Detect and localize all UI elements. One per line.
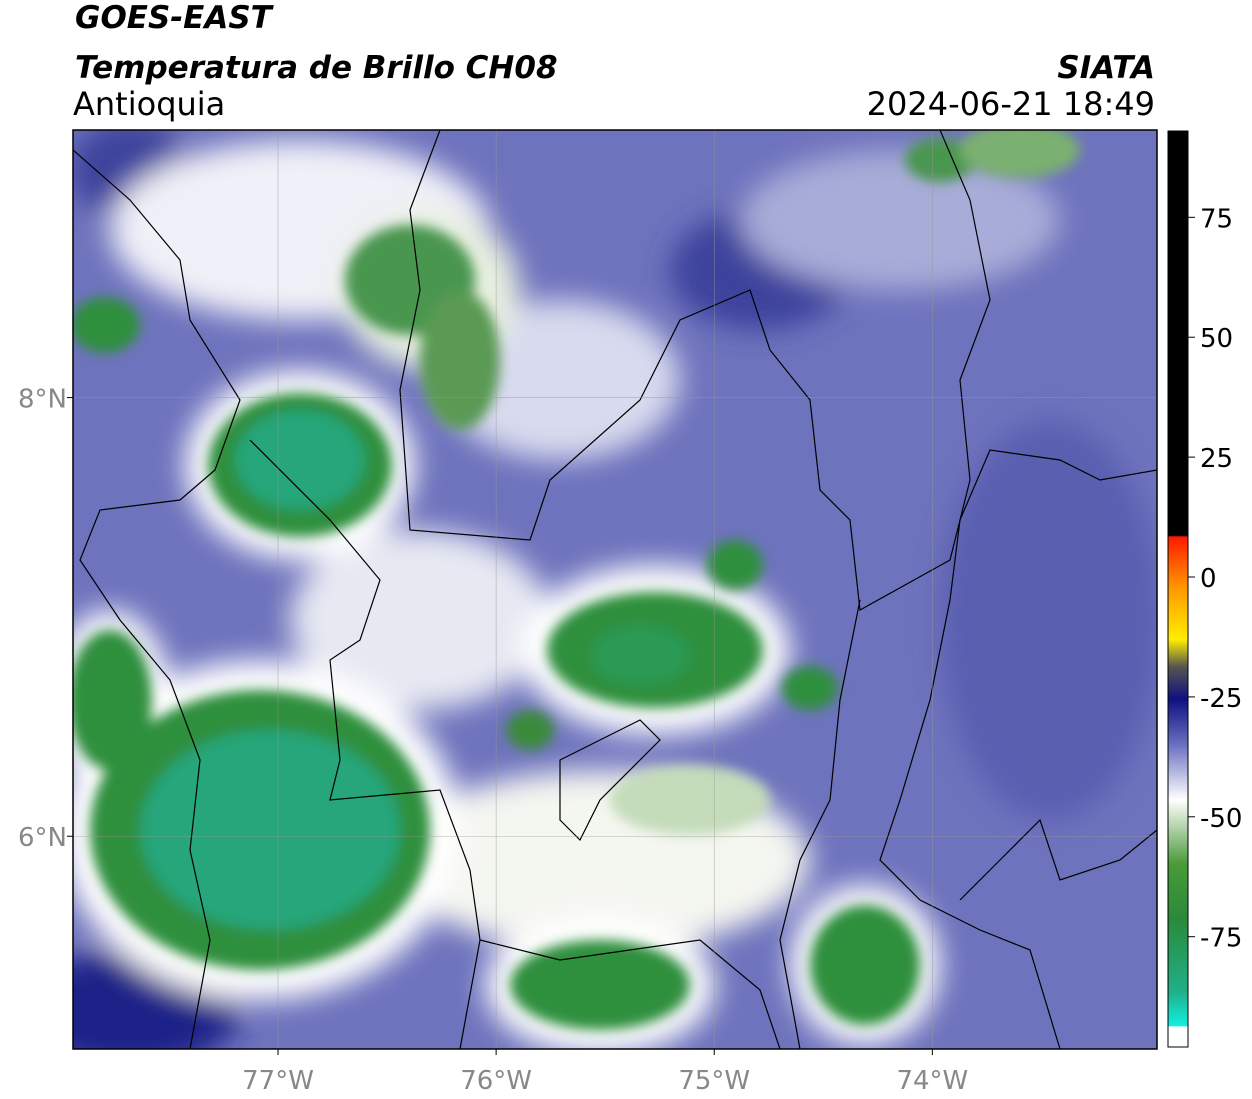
colorbar-label: -50 — [1200, 804, 1242, 834]
colorbar-label: 75 — [1200, 204, 1233, 234]
x-tick-label: 76°W — [460, 1066, 532, 1096]
colorbar-label: -75 — [1200, 924, 1242, 954]
map-frame — [72, 129, 1158, 1050]
x-tick-label: 75°W — [678, 1066, 750, 1096]
x-tick-label: 77°W — [242, 1066, 314, 1096]
subtitle: Temperatura de Brillo CH08 — [75, 50, 558, 86]
colorbar — [1167, 130, 1189, 1048]
colorbar-label: 50 — [1200, 324, 1233, 354]
y-tick-label: 8°N — [18, 385, 67, 415]
colorbar-label: 0 — [1200, 564, 1217, 594]
y-tick-label: 6°N — [18, 823, 67, 853]
satellite-image — [73, 130, 1157, 1049]
graticule — [73, 130, 1157, 1049]
source: SIATA — [1057, 50, 1155, 86]
colorbar-label: -25 — [1200, 684, 1242, 714]
datetime: 2024-06-21 18:49 — [867, 85, 1155, 123]
colorbar-label: 25 — [1200, 444, 1233, 474]
x-tick-label: 74°W — [896, 1066, 968, 1096]
title: GOES-EAST — [75, 0, 275, 36]
region: Antioquia — [73, 85, 225, 123]
borders — [73, 130, 1157, 1049]
